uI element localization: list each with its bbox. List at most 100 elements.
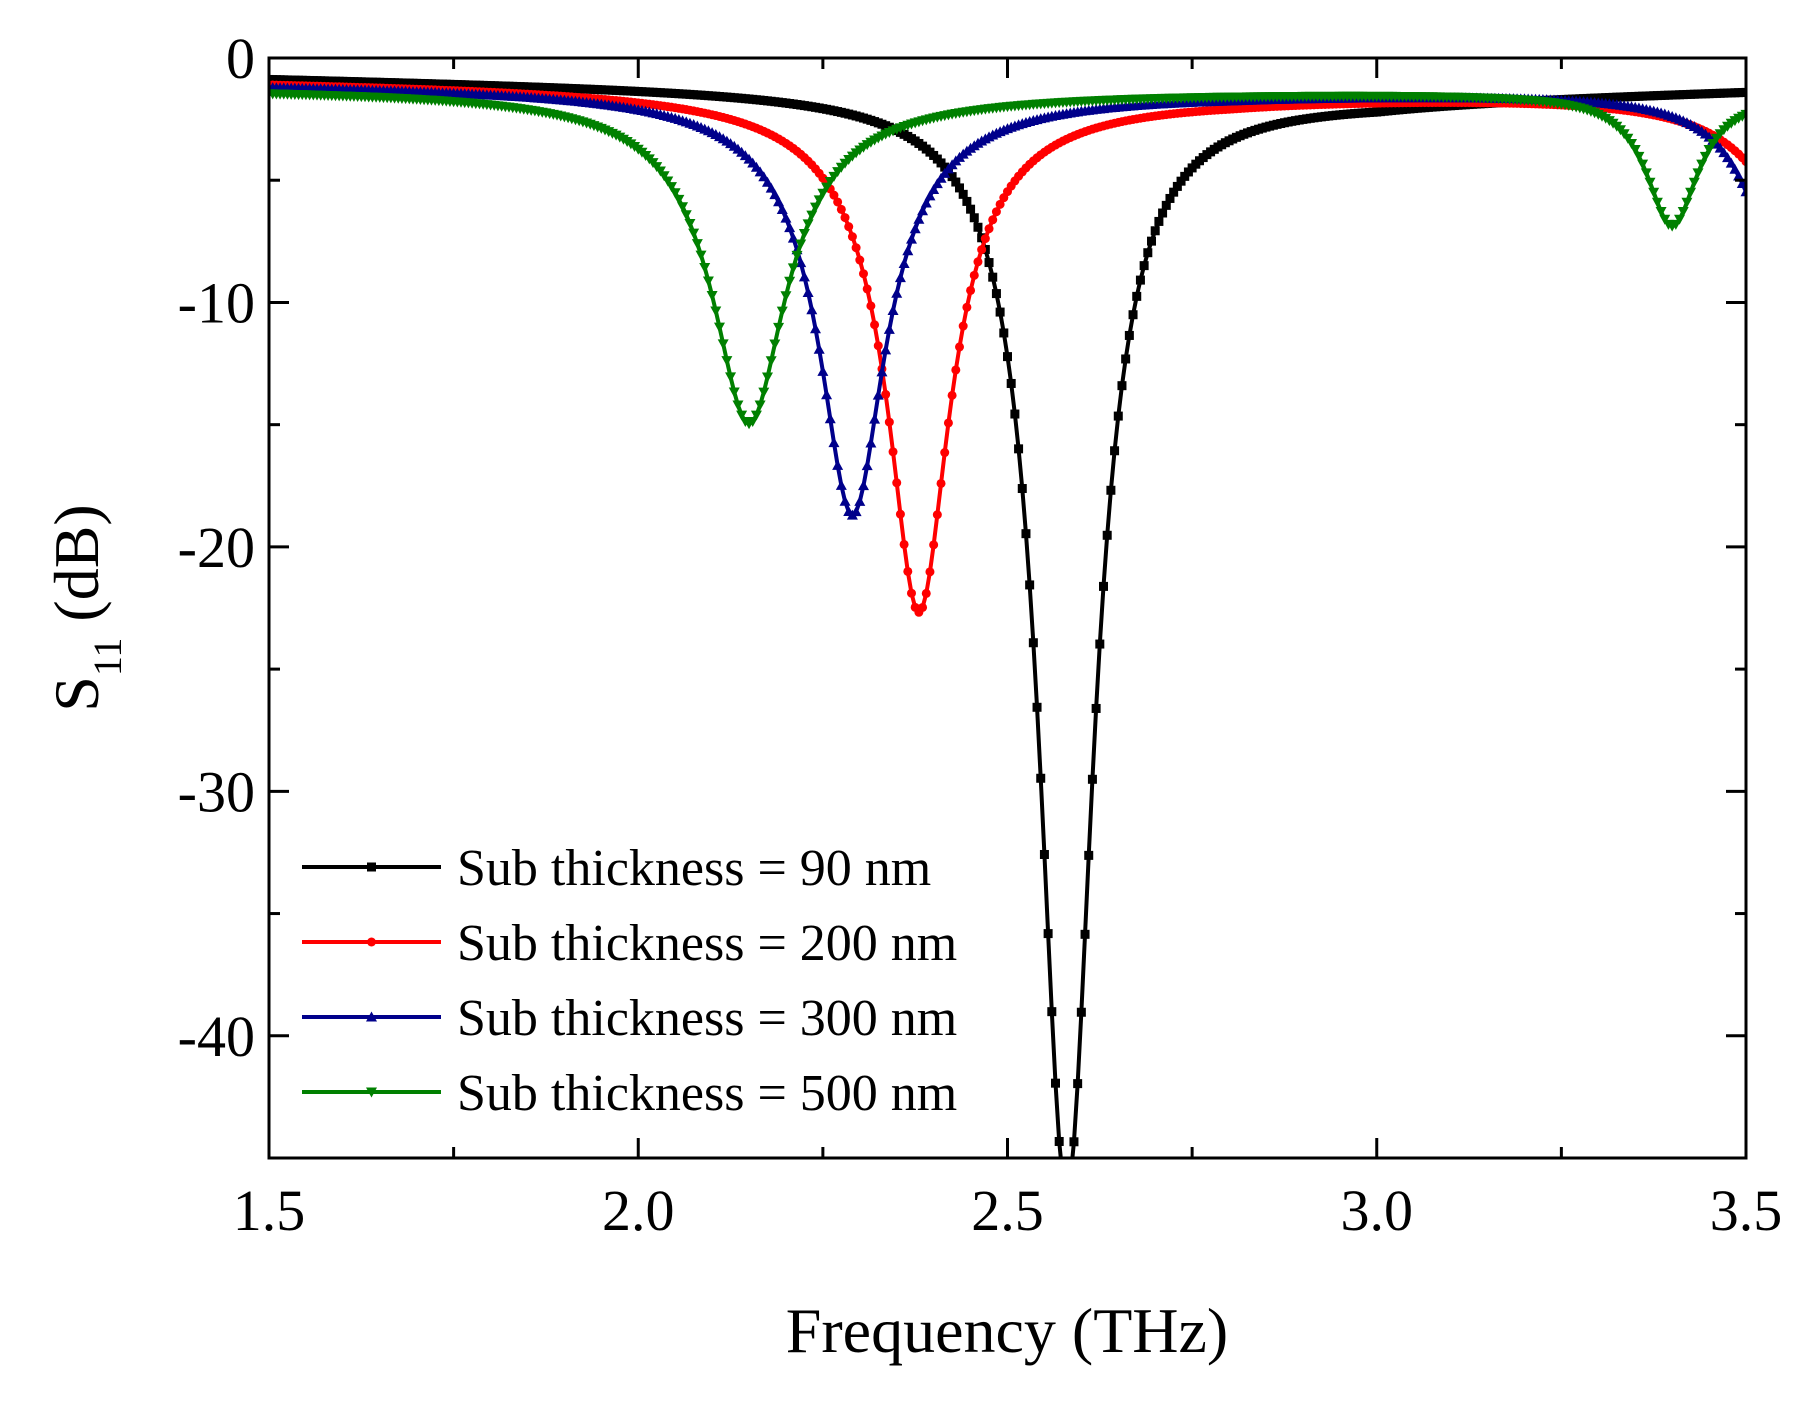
data-point — [921, 588, 931, 598]
data-point — [872, 389, 884, 400]
data-point — [1677, 207, 1689, 218]
data-point — [784, 222, 796, 233]
data-point — [861, 460, 873, 471]
data-point — [880, 344, 892, 355]
data-point — [1132, 291, 1142, 301]
data-point — [913, 213, 925, 224]
data-point — [1633, 151, 1645, 162]
y-axis-title-unit: (dB) — [41, 504, 112, 637]
data-point — [758, 387, 770, 398]
data-point — [932, 510, 942, 520]
data-point — [881, 389, 891, 399]
y-tick-label: -10 — [178, 270, 255, 335]
data-point — [809, 323, 821, 334]
data-point — [1006, 378, 1016, 388]
x-tick-label: 3.5 — [1710, 1178, 1783, 1243]
data-point — [695, 250, 707, 261]
data-point — [839, 495, 851, 506]
data-point — [713, 322, 725, 333]
data-point — [892, 478, 902, 488]
y-axis-title-sub: 11 — [85, 638, 130, 677]
data-point — [850, 506, 862, 517]
data-point — [710, 306, 722, 317]
data-point — [754, 400, 766, 411]
data-point — [840, 213, 850, 223]
data-point — [888, 447, 898, 457]
data-point — [817, 188, 829, 199]
data-point — [1158, 208, 1168, 218]
data-point — [940, 162, 950, 172]
data-point — [999, 328, 1009, 338]
data-point — [1099, 581, 1109, 591]
data-point — [917, 205, 929, 216]
data-point — [1688, 177, 1700, 188]
data-point — [1054, 1136, 1064, 1146]
data-point — [1176, 176, 1186, 186]
data-point — [1147, 236, 1157, 246]
svg-text:S11 (dB): S11 (dB) — [41, 504, 130, 711]
data-point — [1128, 310, 1138, 320]
data-point — [1014, 444, 1024, 454]
data-point — [1696, 159, 1708, 170]
data-point — [836, 204, 846, 214]
data-point — [824, 413, 836, 424]
data-point — [817, 365, 829, 376]
data-point — [894, 272, 906, 283]
data-point — [947, 172, 957, 182]
data-point — [1629, 145, 1641, 156]
data-point — [791, 250, 803, 261]
data-point — [1637, 159, 1649, 170]
data-point — [1733, 170, 1745, 181]
data-point — [747, 417, 759, 428]
data-point — [920, 197, 932, 208]
data-point — [732, 400, 744, 411]
data-point — [925, 567, 935, 577]
data-point — [951, 365, 961, 375]
data-point — [1032, 702, 1042, 712]
data-point — [918, 602, 928, 612]
data-point — [833, 197, 843, 207]
data-point — [717, 339, 729, 350]
data-point — [1051, 1078, 1061, 1088]
data-point — [761, 372, 773, 383]
data-point — [680, 210, 692, 221]
legend-item: Sub thickness = 200 nm — [302, 915, 957, 972]
legend-swatch-marker — [366, 1087, 377, 1098]
data-point — [903, 566, 913, 576]
data-point — [1080, 929, 1090, 939]
data-point — [776, 204, 788, 215]
data-point — [725, 372, 737, 383]
data-point — [980, 234, 990, 244]
data-point — [869, 413, 881, 424]
data-point — [750, 410, 762, 421]
data-point — [857, 480, 869, 491]
data-point — [887, 304, 899, 315]
data-point — [813, 343, 825, 354]
data-point — [673, 194, 685, 205]
data-point — [669, 188, 681, 199]
data-point — [821, 389, 833, 400]
series-4 — [269, 89, 1746, 430]
data-point — [988, 272, 998, 282]
data-point — [1039, 849, 1049, 859]
data-point — [905, 233, 917, 244]
data-point — [995, 199, 1005, 209]
data-point — [802, 287, 814, 298]
legend-swatch-marker — [367, 862, 376, 872]
legend-label: Sub thickness = 200 nm — [457, 915, 957, 972]
data-point — [773, 196, 785, 207]
data-point — [906, 588, 916, 598]
data-point — [828, 437, 840, 448]
data-point — [1076, 1007, 1086, 1017]
data-point — [1172, 181, 1182, 191]
data-point — [991, 207, 1001, 217]
data-point — [798, 228, 810, 239]
data-point — [895, 509, 905, 519]
data-point — [832, 459, 844, 470]
data-point — [966, 285, 976, 295]
data-point — [1069, 1137, 1079, 1147]
x-tick-label: 2.0 — [602, 1178, 675, 1243]
data-point — [969, 213, 979, 223]
data-point — [1143, 248, 1153, 258]
data-point — [1736, 178, 1746, 189]
